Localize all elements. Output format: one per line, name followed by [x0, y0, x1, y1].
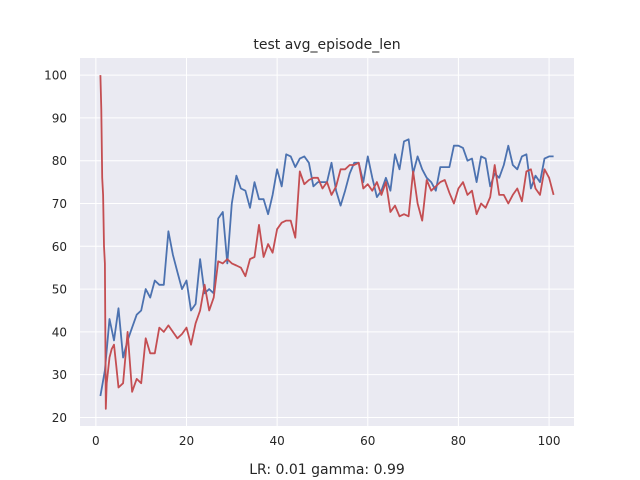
y-axis-ticks: 20 30 40 50 60 70 80 90 100: [44, 69, 67, 425]
series-line-2: [99, 75, 555, 410]
y-tick-label: 90: [52, 111, 67, 125]
y-tick-label: 20: [52, 411, 67, 425]
y-tick-label: 50: [52, 283, 67, 297]
y-tick-label: 30: [52, 368, 67, 382]
x-tick-label: 100: [538, 434, 561, 448]
grid-lines: [80, 58, 574, 426]
chart-title: test avg_episode_len: [253, 37, 400, 53]
x-axis-ticks: 0 20 40 60 80 100: [92, 434, 560, 448]
x-tick-label: 40: [270, 434, 285, 448]
y-tick-label: 80: [52, 154, 67, 168]
x-tick-label: 0: [92, 434, 100, 448]
y-tick-label: 40: [52, 325, 67, 339]
series-layer: [99, 75, 555, 410]
y-tick-label: 60: [52, 240, 67, 254]
y-tick-label: 100: [44, 69, 67, 83]
plot-background: [80, 58, 574, 426]
y-tick-label: 70: [52, 197, 67, 211]
x-tick-label: 60: [360, 434, 375, 448]
x-tick-label: 20: [179, 434, 194, 448]
x-axis-label: LR: 0.01 gamma: 0.99: [249, 462, 405, 478]
x-tick-label: 80: [451, 434, 466, 448]
